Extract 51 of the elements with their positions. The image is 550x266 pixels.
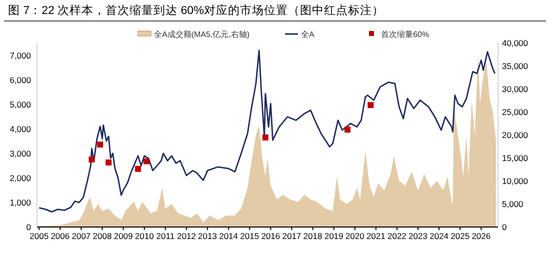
y-tick-label: 2,000 bbox=[10, 172, 32, 183]
legend-label: 全A成交额(MA5,亿元,右轴) bbox=[154, 30, 250, 39]
y-tick-label: 4,000 bbox=[10, 124, 32, 134]
point bbox=[143, 158, 150, 164]
y-tick-label: 5,000 bbox=[10, 99, 32, 110]
x-tick-label: 2014 bbox=[219, 231, 238, 241]
x-tick-label: 2019 bbox=[324, 231, 344, 241]
y2-tick-label: 20,000 bbox=[502, 130, 528, 140]
legend-label: 全A bbox=[301, 30, 315, 39]
point bbox=[344, 126, 350, 133]
y-tick-label: 6,000 bbox=[10, 74, 32, 85]
y-tick-label: 7,000 bbox=[10, 50, 32, 60]
y2-tick-label: 0 bbox=[502, 222, 507, 232]
y-tick-label: 3,000 bbox=[10, 148, 32, 158]
x-tick-label: 2007 bbox=[72, 231, 91, 241]
y2-tick-label: 35,000 bbox=[502, 61, 528, 71]
x-tick-label: 2008 bbox=[92, 231, 112, 241]
y2-tick-label: 25,000 bbox=[502, 107, 528, 117]
x-tick-label: 2017 bbox=[282, 231, 302, 241]
x-tick-label: 2012 bbox=[176, 231, 196, 241]
point bbox=[135, 166, 142, 172]
x-tick-label: 2018 bbox=[303, 231, 322, 241]
x-tick-label: 2024 bbox=[430, 231, 449, 241]
x-tick-label: 2005 bbox=[30, 231, 49, 241]
x-tick-label: 2016 bbox=[261, 231, 280, 241]
y2-tick-label: 15,000 bbox=[502, 153, 528, 163]
x-tick-label: 2011 bbox=[156, 231, 175, 241]
x-tick-label: 2013 bbox=[198, 231, 218, 241]
point bbox=[106, 159, 112, 166]
x-tick-label: 2020 bbox=[345, 231, 365, 241]
x-tick-label: 2021 bbox=[366, 231, 386, 241]
legend-label: 首次缩量60% bbox=[381, 30, 430, 39]
x-tick-label: 2023 bbox=[408, 231, 428, 241]
x-tick-label: 2025 bbox=[450, 231, 470, 241]
x-tick-label: 2015 bbox=[240, 231, 260, 241]
y-tick-label: 1,000 bbox=[10, 197, 32, 208]
y-tick-label: 0 bbox=[26, 222, 32, 232]
x-tick-label: 2006 bbox=[50, 231, 70, 241]
x-tick-label: 2010 bbox=[134, 231, 154, 241]
y2-tick-label: 40,000 bbox=[502, 38, 528, 48]
point bbox=[262, 134, 268, 140]
y2-tick-label: 30,000 bbox=[502, 84, 528, 94]
x-tick-label: 2009 bbox=[114, 231, 134, 241]
point bbox=[368, 102, 374, 108]
title: 图 7：22 次样本，首次缩量到达 60%对应的市场位置（图中红点标注） bbox=[8, 5, 384, 17]
point bbox=[97, 142, 104, 148]
y2-tick-label: 5,000 bbox=[502, 199, 524, 209]
point bbox=[88, 156, 95, 163]
x-tick-label: 2022 bbox=[388, 231, 407, 241]
y2-tick-label: 10,000 bbox=[502, 176, 528, 186]
x-tick-label: 2026 bbox=[472, 231, 491, 241]
